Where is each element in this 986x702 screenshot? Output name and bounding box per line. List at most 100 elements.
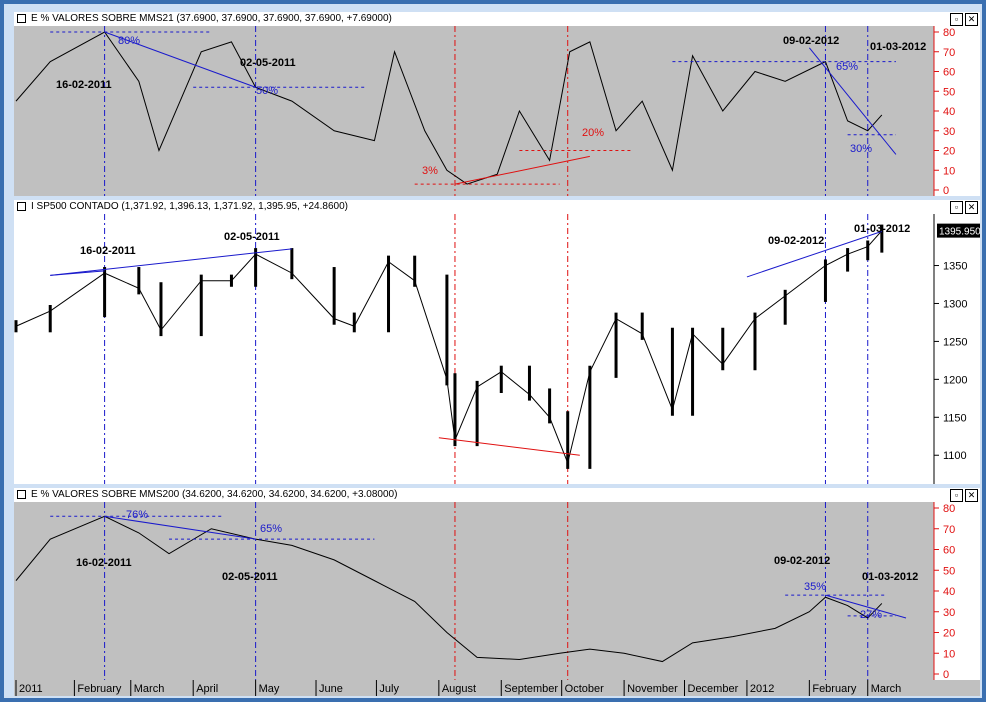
y-tick-label: 60 [943, 545, 955, 557]
scale-background [934, 502, 980, 680]
percent-label: 30% [850, 143, 872, 155]
y-tick-label: 0 [943, 669, 949, 680]
percent-label: 76% [126, 509, 148, 521]
percent-label: 3% [422, 165, 438, 177]
y-tick-label: 10 [943, 648, 955, 660]
percent-label: 50% [256, 85, 278, 97]
restore-button[interactable]: ▫ [950, 489, 963, 502]
panel-mms200-chart: 80 70 60 50 40 30 20 10 0 76% 65% 16-02-2011 02-05-2… [14, 502, 980, 680]
restore-button[interactable]: ▫ [950, 13, 963, 26]
indicator-line [15, 515, 883, 663]
trend-line [104, 515, 256, 540]
x-tick-label: March [871, 683, 902, 695]
x-tick-label: 2011 [19, 683, 43, 695]
y-tick-label: 80 [943, 503, 955, 515]
panel-mms21-title-bar: E % VALORES SOBRE MMS21 (37.6900, 37.690… [14, 12, 980, 27]
date-label: 09-02-2012 [783, 35, 839, 47]
date-label: 16-02-2011 [76, 557, 132, 569]
panel-mms21: E % VALORES SOBRE MMS21 (37.6900, 37.690… [14, 12, 980, 196]
panel-mms21-chart: 80 70 60 50 40 30 20 10 0 16-02-2011 02-05-2011 80%… [14, 26, 980, 196]
trend-line [104, 31, 256, 88]
date-label: 01-03-2012 [854, 223, 910, 235]
y-tick-label: 1200 [943, 374, 967, 386]
x-tick-label: September [504, 683, 558, 695]
y-tick-label: 40 [943, 586, 955, 598]
panel-mms200-title: E % VALORES SOBRE MMS200 (34.6200, 34.62… [31, 489, 398, 500]
panel-sp500-chart: 1350 1300 1250 1200 1150 1100 16-02-2011 02-05-… [14, 214, 980, 484]
date-label: 16-02-2011 [80, 245, 136, 257]
close-button[interactable]: ✕ [965, 489, 978, 502]
panel-sp500: I SP500 CONTADO (1,371.92, 1,396.13, 1,3… [14, 200, 980, 484]
close-button[interactable]: ✕ [965, 201, 978, 214]
last-price-label: 1395.950 [939, 227, 980, 238]
percent-label: 80% [118, 35, 140, 47]
scale-background [934, 214, 980, 484]
restore-button[interactable]: ▫ [950, 201, 963, 214]
y-tick-label: 30 [943, 126, 955, 138]
trend-line [825, 594, 907, 619]
x-tick-label: November [627, 683, 678, 695]
date-label: 16-02-2011 [56, 79, 112, 91]
price-line [15, 230, 883, 465]
x-tick-label: July [379, 683, 399, 695]
percent-label: 35% [804, 581, 826, 593]
y-tick-label: 50 [943, 86, 955, 98]
x-tick-label: June [319, 683, 343, 695]
y-tick-label: 1250 [943, 336, 967, 348]
panel-icon [17, 13, 26, 23]
panel-mms200: E % VALORES SOBRE MMS200 (34.6200, 34.62… [14, 488, 980, 680]
panel-mms21-title: E % VALORES SOBRE MMS21 (37.6900, 37.690… [31, 13, 392, 24]
panel-mms200-title-bar: E % VALORES SOBRE MMS200 (34.6200, 34.62… [14, 488, 980, 503]
date-label: 01-03-2012 [862, 571, 918, 583]
date-label: 02-05-2011 [240, 57, 296, 69]
x-tick-label: October [565, 683, 604, 695]
x-tick-label: February [812, 683, 857, 695]
y-tick-label: 20 [943, 628, 955, 640]
trend-line [50, 248, 292, 276]
x-tick-label: May [259, 683, 280, 695]
y-tick-label: 1300 [943, 298, 967, 310]
x-tick-label: 2012 [750, 683, 774, 695]
y-tick-label: 80 [943, 27, 955, 39]
x-tick-label: February [77, 683, 122, 695]
plot-background [14, 26, 934, 196]
percent-label: 65% [836, 61, 858, 73]
panel-icon [17, 201, 26, 211]
close-button[interactable]: ✕ [965, 13, 978, 26]
percent-label: 20% [582, 127, 604, 139]
date-label: 02-05-2011 [224, 231, 280, 243]
date-label: 09-02-2012 [768, 235, 824, 247]
y-tick-label: 60 [943, 67, 955, 79]
y-tick-label: 30 [943, 607, 955, 619]
x-tick-label: March [134, 683, 165, 695]
plot-background [14, 214, 934, 484]
y-tick-label: 40 [943, 106, 955, 118]
y-tick-label: 20 [943, 146, 955, 158]
y-tick-label: 0 [943, 185, 949, 196]
trend-line [746, 230, 882, 278]
panel-icon [17, 489, 26, 499]
panel-sp500-title-bar: I SP500 CONTADO (1,371.92, 1,396.13, 1,3… [14, 200, 980, 215]
y-tick-label: 70 [943, 524, 955, 536]
trend-line [808, 47, 897, 155]
indicator-line [15, 31, 883, 185]
y-tick-label: 70 [943, 47, 955, 59]
plot-background [14, 502, 934, 680]
trend-line [454, 155, 590, 185]
x-axis: 2011 February March April May June July August S… [14, 680, 980, 696]
trend-line [438, 437, 580, 456]
x-tick-label: August [442, 683, 476, 695]
scale-background [934, 26, 980, 196]
percent-label: 27% [860, 609, 882, 621]
y-tick-label: 1350 [943, 261, 967, 273]
y-tick-label: 50 [943, 565, 955, 577]
date-label: 01-03-2012 [870, 41, 926, 53]
y-tick-label: 1150 [943, 412, 967, 424]
y-tick-label: 1100 [943, 450, 967, 462]
x-tick-label: April [196, 683, 218, 695]
date-label: 09-02-2012 [774, 555, 830, 567]
last-price-box [937, 223, 980, 238]
panel-sp500-title: I SP500 CONTADO (1,371.92, 1,396.13, 1,3… [31, 201, 348, 212]
y-tick-label: 10 [943, 165, 955, 177]
